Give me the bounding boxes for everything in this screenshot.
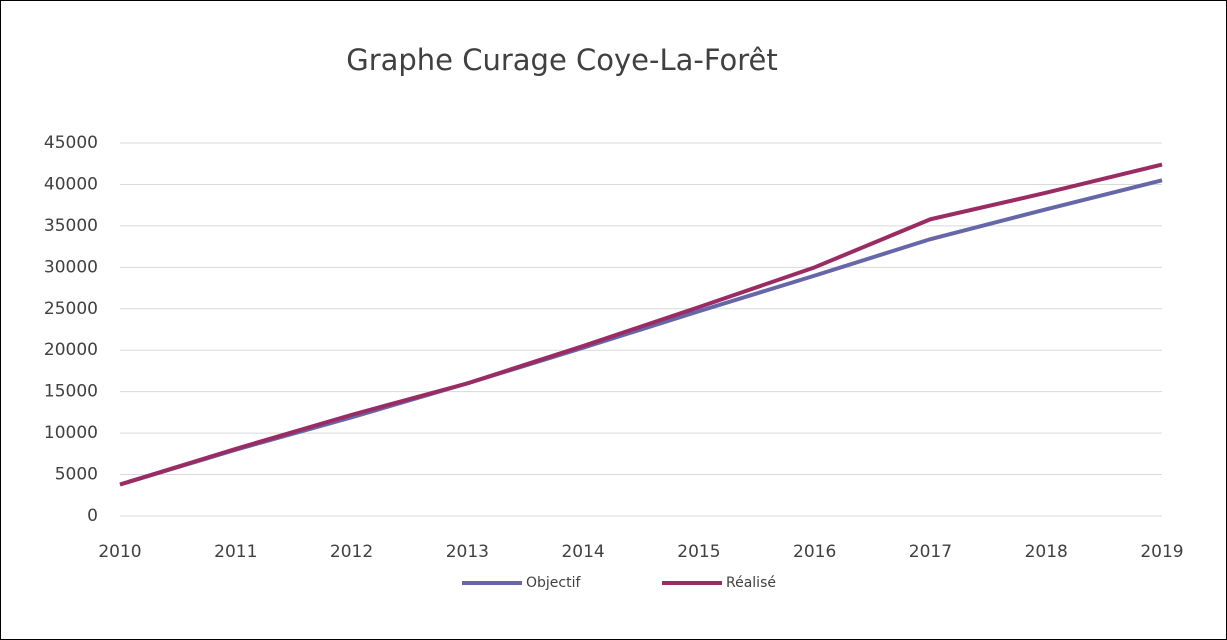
series-line xyxy=(119,162,1163,487)
x-tick-label: 2014 xyxy=(561,542,604,562)
y-tick-label: 20000 xyxy=(44,340,98,360)
y-tick-label: 5000 xyxy=(55,465,98,485)
x-tick-label: 2016 xyxy=(793,542,836,562)
x-tick-label: 2018 xyxy=(1025,542,1068,562)
y-tick-label: 0 xyxy=(87,506,98,526)
y-tick-label: 15000 xyxy=(44,382,98,402)
y-tick-label: 45000 xyxy=(44,133,98,153)
x-tick-label: 2010 xyxy=(98,542,141,562)
legend-label: Objectif xyxy=(526,575,581,591)
legend-label: Réalisé xyxy=(726,575,776,591)
x-tick-label: 2019 xyxy=(1140,542,1183,562)
y-tick-label: 30000 xyxy=(44,257,98,277)
x-tick-label: 2012 xyxy=(330,542,373,562)
y-tick-label: 25000 xyxy=(44,299,98,319)
x-tick-label: 2011 xyxy=(214,542,257,562)
x-tick-label: 2013 xyxy=(446,542,489,562)
y-tick-label: 35000 xyxy=(44,216,98,236)
x-tick-label: 2015 xyxy=(677,542,720,562)
x-tick-label: 2017 xyxy=(909,542,952,562)
y-tick-label: 40000 xyxy=(44,174,98,194)
y-tick-label: 10000 xyxy=(44,423,98,443)
chart-title: Graphe Curage Coye-La-Forêt xyxy=(346,43,778,77)
